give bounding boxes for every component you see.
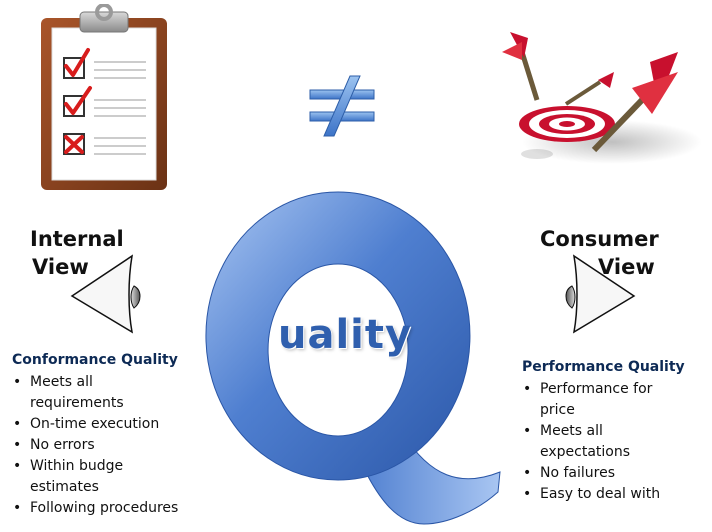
list-item: Meets all requirements <box>10 372 150 414</box>
performance-quality-heading: Performance Quality <box>522 359 685 375</box>
list-item: No errors <box>10 435 190 456</box>
quality-q-letter <box>205 191 501 525</box>
internal-view-line2: View <box>32 255 89 279</box>
list-item: On-time execution <box>10 414 190 435</box>
list-item: Within budge estimates <box>10 456 150 498</box>
quality-word: uality <box>278 312 413 358</box>
eye-left-icon <box>70 254 141 334</box>
list-item: No failures <box>520 463 700 484</box>
list-item: Meets all expectations <box>520 421 650 463</box>
conformance-quality-heading: Conformance Quality <box>12 352 178 368</box>
dartboard-target-icon <box>502 32 702 164</box>
internal-view-title: Internal View <box>30 225 140 281</box>
conformance-quality-list: Meets all requirements On-time execution… <box>10 372 190 519</box>
list-item: Easy to deal with <box>520 484 700 505</box>
not-equal-icon <box>309 75 375 137</box>
list-item: Following procedures <box>10 498 190 519</box>
consumer-view-line1: Consumer <box>540 227 659 251</box>
consumer-view-title: Consumer View <box>540 225 670 281</box>
list-item: Performance for price <box>520 379 670 421</box>
internal-view-line1: Internal <box>30 227 124 251</box>
eye-right-icon <box>565 254 636 334</box>
clipboard-checklist-icon <box>41 4 167 190</box>
performance-quality-list: Performance for price Meets all expectat… <box>520 379 700 505</box>
consumer-view-line2: View <box>598 255 655 279</box>
